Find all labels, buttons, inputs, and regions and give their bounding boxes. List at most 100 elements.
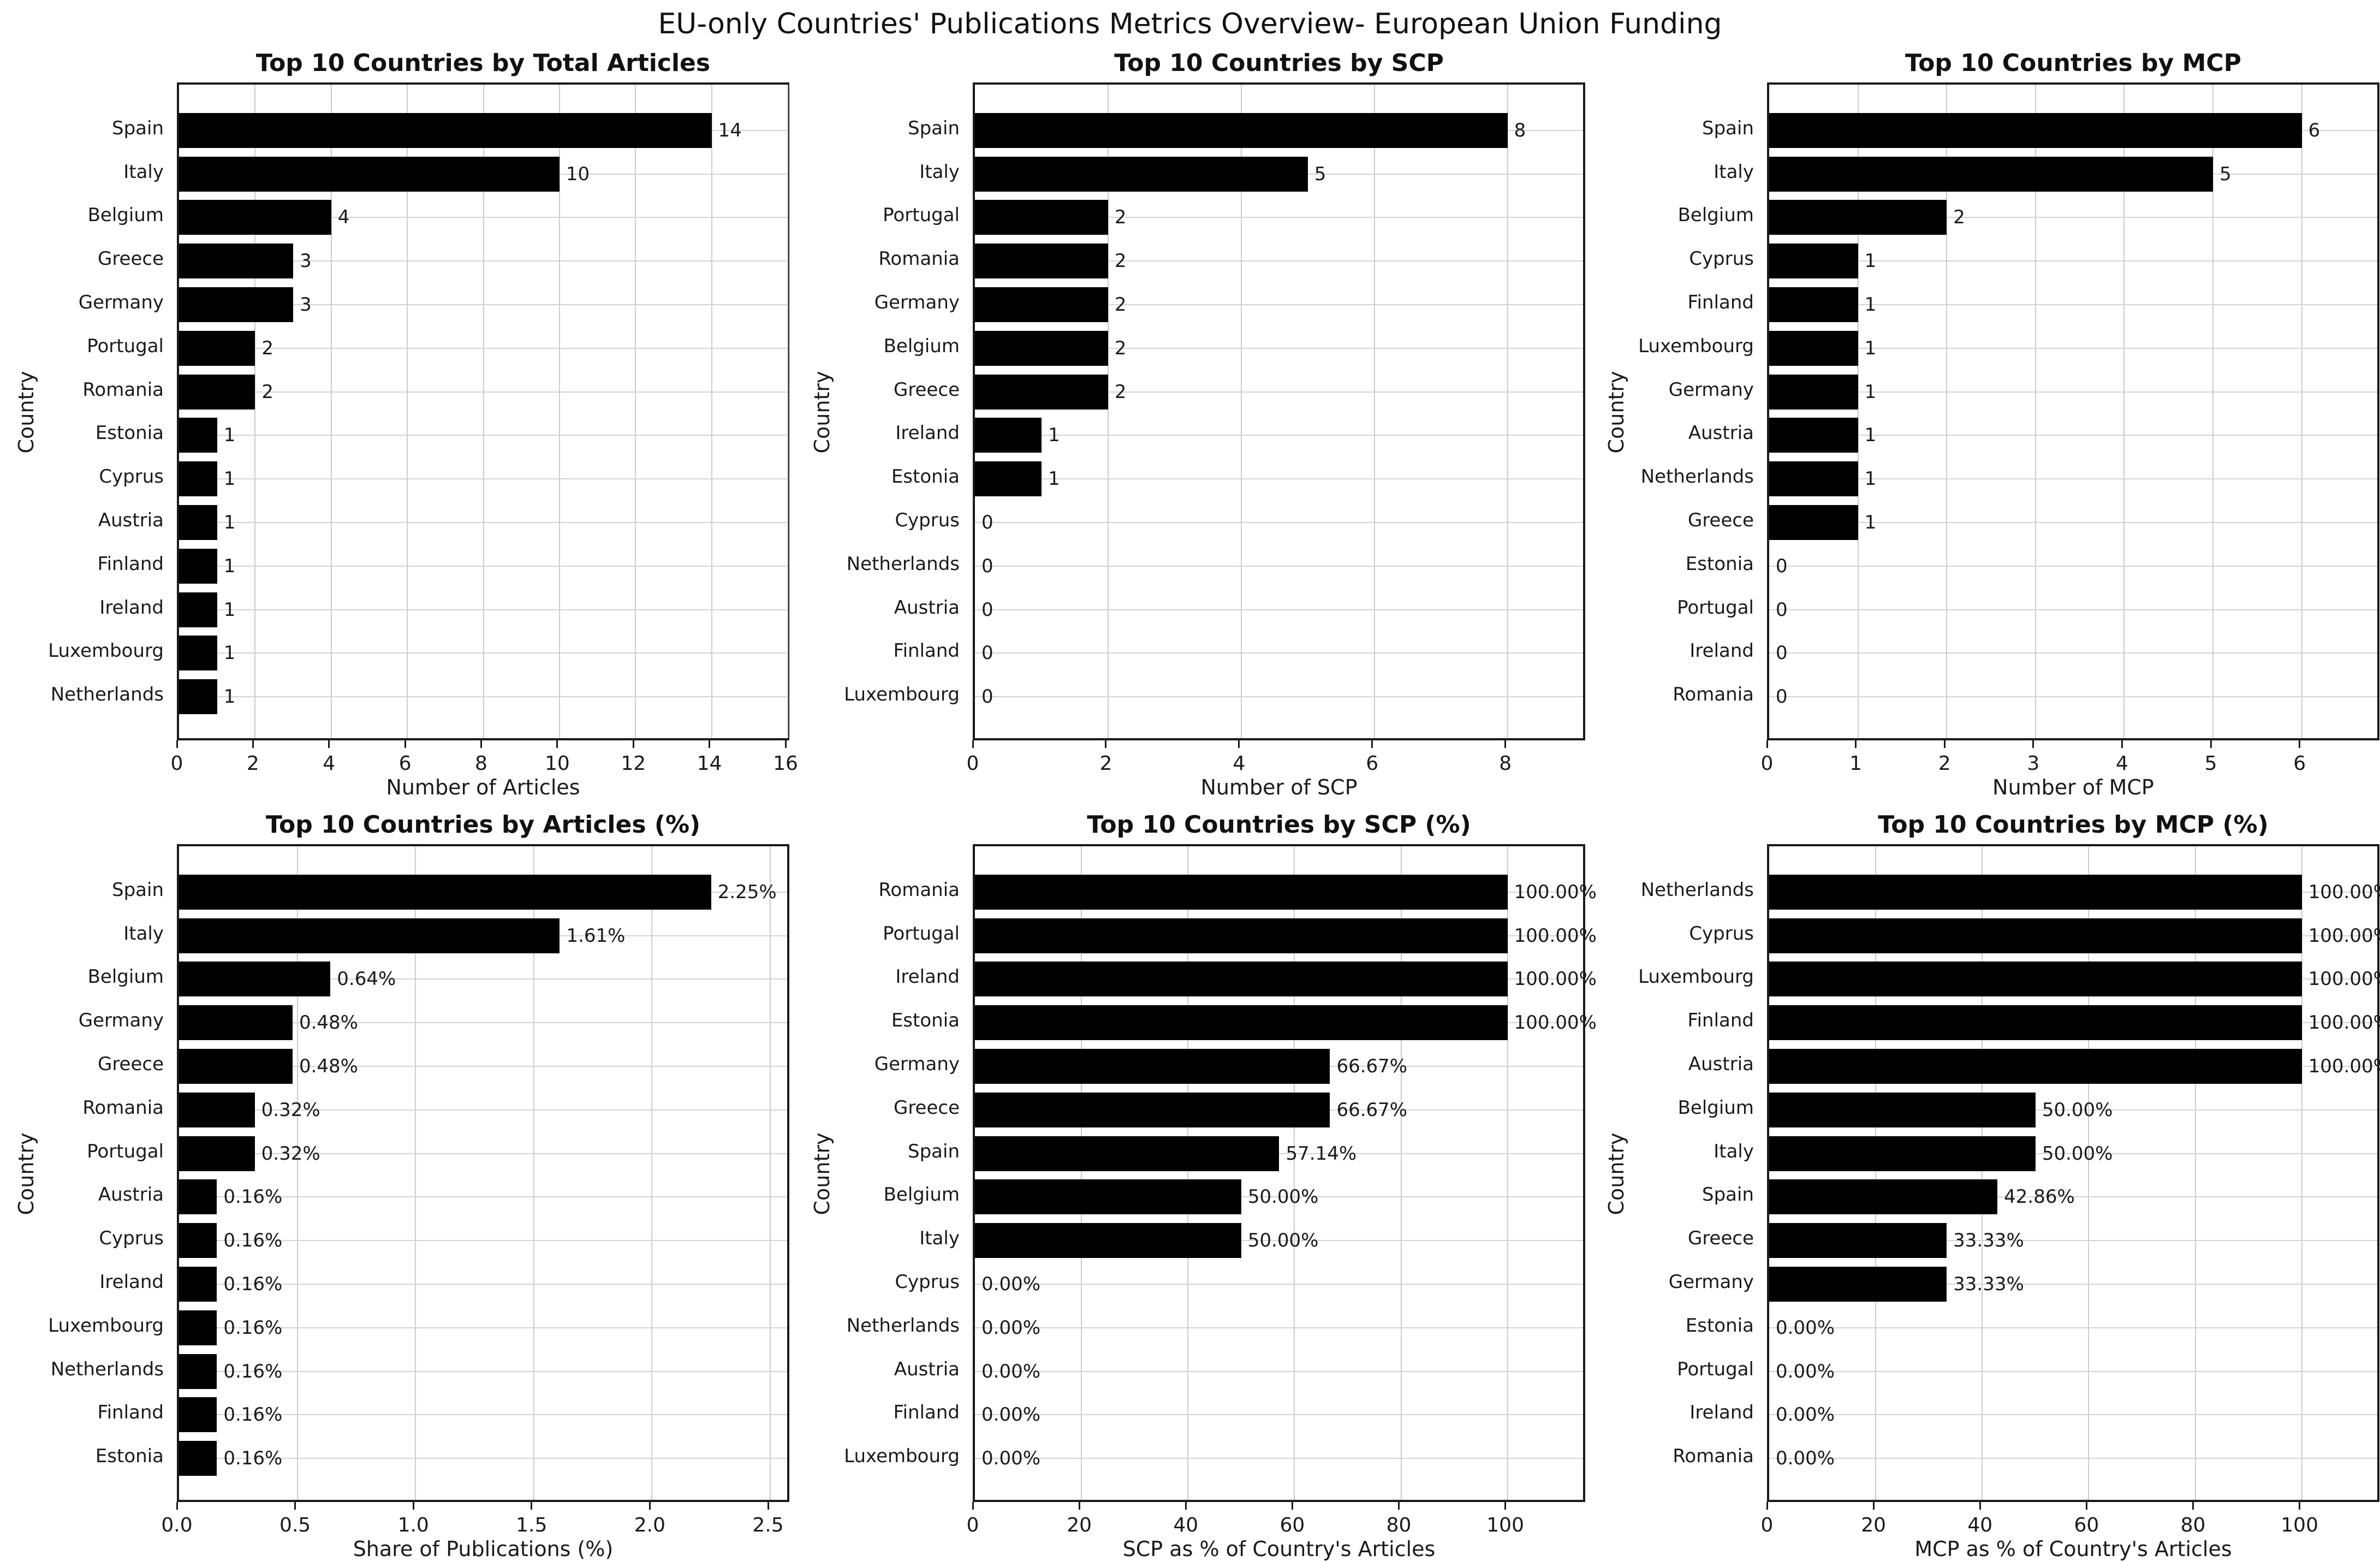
x-tick-label: 0 [966, 1514, 979, 1536]
y-tick-label: Spain [1702, 1184, 1754, 1206]
gridline [1769, 435, 2377, 436]
bar-value-label: 0.32% [261, 1099, 320, 1121]
y-tick-label: Finland [893, 1402, 960, 1424]
y-tick-label: Cyprus [99, 466, 164, 488]
gridline [1769, 304, 2377, 305]
bar-ireland [975, 961, 1508, 997]
gridline [1769, 1153, 2377, 1154]
bar-romania [975, 874, 1508, 910]
bar-luxembourg [179, 1310, 217, 1345]
chart-title: Top 10 Countries by Total Articles [255, 49, 711, 77]
y-tick-label: Belgium [1677, 204, 1754, 227]
y-tick-label: Netherlands [1640, 879, 1754, 901]
x-tick-mark [1943, 740, 1945, 748]
x-tick-mark [1504, 1502, 1507, 1510]
x-tick-label: 0 [170, 752, 183, 775]
x-tick-mark [2299, 740, 2301, 748]
chart-title: Top 10 Countries by MCP (%) [1878, 811, 2269, 839]
gridline [483, 85, 484, 738]
bar-value-label: 100.00% [2308, 881, 2380, 903]
chart-mcp-pct: Top 10 Countries by MCP (%) Country 100.… [1590, 794, 2380, 1561]
figure-title: EU-only Countries' Publications Metrics … [658, 8, 1722, 40]
bar-finland [1769, 1005, 2302, 1041]
gridline [2301, 85, 2302, 738]
y-tick-label: Estonia [95, 1445, 164, 1468]
bar-spain [975, 1136, 1280, 1171]
y-tick-label: Germany [78, 1010, 164, 1032]
x-tick-mark [480, 740, 482, 748]
bar-value-label: 1 [223, 642, 236, 664]
gridline [179, 652, 787, 654]
bar-cyprus [1769, 918, 2302, 953]
y-tick-label: Ireland [99, 1271, 164, 1293]
bar-value-label: 1 [1864, 468, 1877, 490]
x-tick-label: 2.0 [634, 1514, 666, 1536]
gridline [975, 1284, 1583, 1285]
y-tick-label: Italy [123, 922, 164, 945]
x-tick-label: 1.0 [397, 1514, 429, 1536]
gridline [1857, 85, 1859, 738]
x-tick-mark [1371, 740, 1373, 748]
bar-value-label: 0.00% [1776, 1404, 1835, 1426]
bar-germany [179, 287, 294, 322]
bar-ireland [179, 592, 217, 627]
plot-area: 2.25% 1.61% 0.64% 0.48% 0.48% 0.32% 0.32% 0.16%… [177, 844, 789, 1502]
bar-value-label: 0 [981, 686, 993, 708]
x-tick-mark [972, 1502, 974, 1510]
gridline [975, 435, 1583, 436]
bar-value-label: 6 [2308, 119, 2320, 141]
gridline [975, 652, 1583, 654]
chart-total-articles: Top 10 Countries by Total Articles Count… [0, 33, 798, 799]
x-tick-mark [328, 740, 330, 748]
gridline [975, 609, 1583, 610]
y-tick-label: Netherlands [846, 1314, 960, 1337]
x-tick-label: 20 [1067, 1514, 1092, 1536]
x-axis-label: SCP as % of Country's Articles [1122, 1537, 1436, 1561]
bar-value-label: 0.00% [981, 1447, 1041, 1470]
y-tick-label: Finland [97, 553, 164, 575]
bar-ireland [179, 1267, 217, 1302]
bar-value-label: 0.00% [1776, 1447, 1835, 1470]
y-tick-label: Germany [1668, 378, 1754, 401]
bar-italy [179, 156, 560, 192]
bar-value-label: 33.33% [1953, 1273, 2024, 1295]
bar-finland [179, 548, 217, 584]
gridline [179, 1240, 787, 1242]
gridline [558, 85, 560, 738]
bar-austria [1769, 1049, 2302, 1084]
x-tick-label: 8 [475, 752, 487, 775]
bar-value-label: 0.32% [261, 1142, 320, 1165]
gridline [1400, 846, 1402, 1500]
y-tick-label: Spain [112, 117, 164, 139]
gridline [1875, 846, 1877, 1500]
x-tick-label: 2.5 [752, 1514, 784, 1536]
gridline [1240, 85, 1242, 738]
bar-value-label: 0.00% [981, 1404, 1041, 1426]
bar-value-label: 50.00% [1247, 1230, 1319, 1252]
bar-spain [1769, 1179, 1998, 1215]
x-axis-label: Number of MCP [1992, 775, 2154, 799]
gridline [179, 1458, 787, 1459]
chart-title: Top 10 Countries by SCP (%) [1087, 811, 1471, 839]
bar-value-label: 1 [1864, 381, 1877, 403]
gridline [975, 391, 1583, 393]
x-tick-mark [709, 740, 711, 748]
y-tick-label: Austria [98, 509, 164, 531]
bar-greece [1769, 505, 1858, 540]
bar-finland [179, 1397, 217, 1433]
y-tick-label: Netherlands [846, 553, 960, 575]
bar-spain [179, 874, 711, 910]
x-tick-label: 1.5 [516, 1514, 548, 1536]
gridline [975, 217, 1583, 218]
x-tick-label: 2 [1938, 752, 1951, 775]
x-tick-mark [2299, 1502, 2301, 1510]
bar-italy [179, 918, 560, 953]
gridline [1769, 1284, 2377, 1285]
bar-portugal [179, 330, 255, 366]
x-tick-mark [1872, 1502, 1875, 1510]
y-tick-label: Italy [1713, 161, 1754, 183]
bar-value-label: 100.00% [2308, 968, 2380, 990]
gridline [1294, 846, 1295, 1500]
x-tick-label: 14 [697, 752, 722, 775]
